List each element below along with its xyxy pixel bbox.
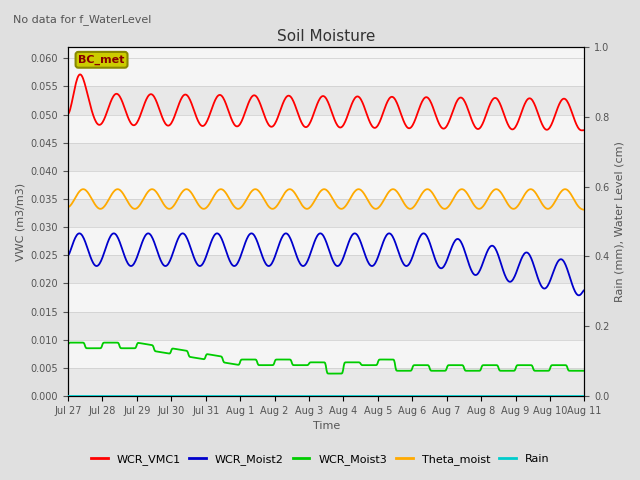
WCR_VMC1: [207, 108, 215, 114]
Theta_moist: [580, 207, 588, 213]
WCR_Moist2: [206, 241, 214, 247]
Line: Theta_moist: Theta_moist: [68, 189, 584, 210]
Theta_moist: [127, 203, 134, 209]
Bar: [68, 199, 584, 227]
Text: BC_met: BC_met: [78, 55, 125, 65]
Line: WCR_Moist2: WCR_Moist2: [68, 233, 584, 295]
Bar: [68, 340, 584, 368]
WCR_Moist3: [326, 371, 333, 376]
WCR_Moist2: [388, 234, 396, 240]
WCR_Moist2: [420, 230, 428, 236]
Bar: [68, 284, 584, 312]
Bar: [68, 312, 584, 340]
Bar: [68, 58, 584, 86]
Line: WCR_Moist3: WCR_Moist3: [68, 343, 584, 373]
WCR_VMC1: [180, 93, 188, 98]
WCR_Moist3: [390, 357, 398, 363]
Rain: [404, 393, 412, 399]
Rain: [388, 393, 396, 399]
Bar: [68, 227, 584, 255]
Bar: [68, 255, 584, 284]
WCR_Moist2: [127, 263, 134, 269]
WCR_Moist3: [580, 368, 588, 373]
WCR_VMC1: [64, 111, 72, 117]
WCR_Moist3: [127, 346, 135, 351]
WCR_Moist3: [405, 368, 413, 373]
WCR_Moist2: [179, 230, 187, 236]
Rain: [64, 393, 72, 399]
WCR_VMC1: [74, 75, 81, 81]
Rain: [127, 393, 134, 399]
WCR_VMC1: [579, 128, 586, 133]
Y-axis label: VWC (m3/m3): VWC (m3/m3): [15, 182, 25, 261]
Rain: [206, 393, 214, 399]
Theta_moist: [64, 204, 72, 210]
WCR_VMC1: [404, 125, 412, 131]
Bar: [68, 368, 584, 396]
Rain: [179, 393, 187, 399]
WCR_Moist2: [64, 252, 72, 258]
WCR_VMC1: [390, 95, 397, 100]
Bar: [68, 143, 584, 171]
WCR_Moist2: [404, 263, 412, 268]
Bar: [68, 86, 584, 115]
Bar: [68, 115, 584, 143]
WCR_Moist2: [580, 287, 588, 293]
WCR_VMC1: [76, 72, 84, 77]
WCR_Moist3: [207, 352, 215, 358]
Theta_moist: [207, 199, 215, 204]
Title: Soil Moisture: Soil Moisture: [277, 29, 376, 44]
Theta_moist: [390, 186, 397, 192]
WCR_Moist2: [74, 231, 81, 237]
WCR_Moist3: [68, 340, 76, 346]
Rain: [74, 393, 81, 399]
WCR_Moist3: [74, 340, 82, 346]
WCR_Moist2: [575, 292, 582, 298]
Line: WCR_VMC1: WCR_VMC1: [68, 74, 584, 131]
Y-axis label: Rain (mm), Water Level (cm): Rain (mm), Water Level (cm): [615, 141, 625, 302]
Theta_moist: [148, 186, 156, 192]
Theta_moist: [404, 205, 412, 211]
WCR_Moist3: [180, 348, 188, 353]
WCR_VMC1: [580, 127, 588, 133]
Rain: [580, 393, 588, 399]
WCR_Moist3: [64, 342, 72, 348]
Legend: WCR_VMC1, WCR_Moist2, WCR_Moist3, Theta_moist, Rain: WCR_VMC1, WCR_Moist2, WCR_Moist3, Theta_…: [86, 450, 554, 469]
Text: No data for f_WaterLevel: No data for f_WaterLevel: [13, 14, 151, 25]
WCR_VMC1: [127, 121, 135, 127]
Theta_moist: [74, 192, 81, 197]
X-axis label: Time: Time: [312, 421, 340, 432]
Bar: [68, 171, 584, 199]
Theta_moist: [180, 188, 188, 193]
